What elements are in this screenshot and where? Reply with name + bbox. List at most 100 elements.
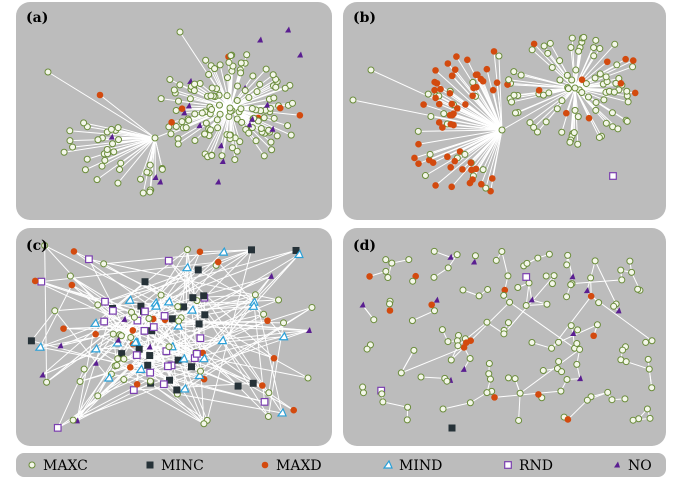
node <box>462 339 470 347</box>
node <box>514 284 522 292</box>
edge <box>501 87 576 131</box>
node <box>57 342 64 349</box>
edge <box>418 129 503 132</box>
node <box>143 168 151 176</box>
node <box>414 127 422 135</box>
node <box>556 57 564 65</box>
node <box>542 272 550 280</box>
node <box>297 51 303 58</box>
node <box>602 119 610 127</box>
node <box>188 363 196 371</box>
edge <box>104 249 252 303</box>
node <box>629 57 637 64</box>
node <box>466 179 474 187</box>
node <box>489 86 497 94</box>
node <box>490 48 498 55</box>
node <box>114 179 122 187</box>
edge <box>119 137 156 170</box>
node <box>278 331 289 341</box>
node <box>246 121 253 128</box>
node <box>267 138 275 146</box>
node <box>508 98 516 106</box>
node <box>135 364 146 373</box>
legend-item-rnd: RND <box>504 458 553 474</box>
node <box>182 124 190 132</box>
node <box>245 129 253 137</box>
node <box>260 114 268 122</box>
edge <box>104 249 297 303</box>
node <box>27 337 35 345</box>
node <box>448 111 456 119</box>
node <box>164 362 172 371</box>
node <box>575 47 583 55</box>
node <box>194 370 205 380</box>
node <box>506 298 514 306</box>
node <box>233 147 241 155</box>
node <box>141 307 149 316</box>
node <box>608 396 616 404</box>
node <box>146 352 154 360</box>
edge <box>482 129 503 170</box>
node <box>568 76 576 84</box>
edge <box>574 76 607 89</box>
node <box>610 88 618 96</box>
edge <box>47 71 156 139</box>
node <box>447 163 455 171</box>
edge <box>44 245 178 391</box>
node <box>174 97 182 105</box>
node <box>542 118 550 126</box>
node <box>175 317 183 325</box>
node <box>415 140 422 148</box>
node <box>505 76 513 84</box>
node <box>379 398 387 406</box>
node <box>234 82 242 90</box>
node <box>227 52 235 60</box>
no-marker <box>614 461 620 468</box>
node <box>469 92 476 100</box>
node <box>648 337 656 345</box>
maxc-marker <box>28 461 36 469</box>
edge <box>177 393 283 414</box>
node <box>635 415 643 423</box>
edge <box>149 372 205 425</box>
node <box>568 34 576 42</box>
node <box>114 124 122 132</box>
node <box>85 255 93 264</box>
node <box>617 266 625 274</box>
edge <box>509 301 575 349</box>
node <box>648 384 656 392</box>
node <box>359 301 366 308</box>
edge <box>471 129 503 171</box>
node <box>200 420 208 428</box>
node <box>511 375 519 383</box>
node <box>447 253 454 260</box>
node <box>150 300 161 310</box>
edge <box>152 251 224 320</box>
node <box>178 105 186 112</box>
node <box>595 133 603 141</box>
node <box>176 81 184 89</box>
node <box>132 351 141 360</box>
edge <box>594 260 617 305</box>
node <box>386 300 394 308</box>
node <box>567 281 575 289</box>
edge <box>254 294 283 414</box>
node <box>473 83 480 91</box>
node <box>194 266 202 274</box>
edge <box>519 349 580 394</box>
node <box>268 146 276 154</box>
node <box>285 26 291 33</box>
node <box>583 287 590 294</box>
node <box>417 373 425 381</box>
node <box>488 175 496 182</box>
node <box>160 312 169 320</box>
legend-label-rnd: RND <box>519 458 553 474</box>
edge <box>418 129 503 165</box>
node <box>141 278 149 286</box>
node <box>634 285 642 293</box>
node <box>225 58 233 66</box>
legend-item-minc: MINC <box>146 458 204 474</box>
node <box>60 148 68 156</box>
node <box>483 318 491 326</box>
edge <box>454 69 503 131</box>
